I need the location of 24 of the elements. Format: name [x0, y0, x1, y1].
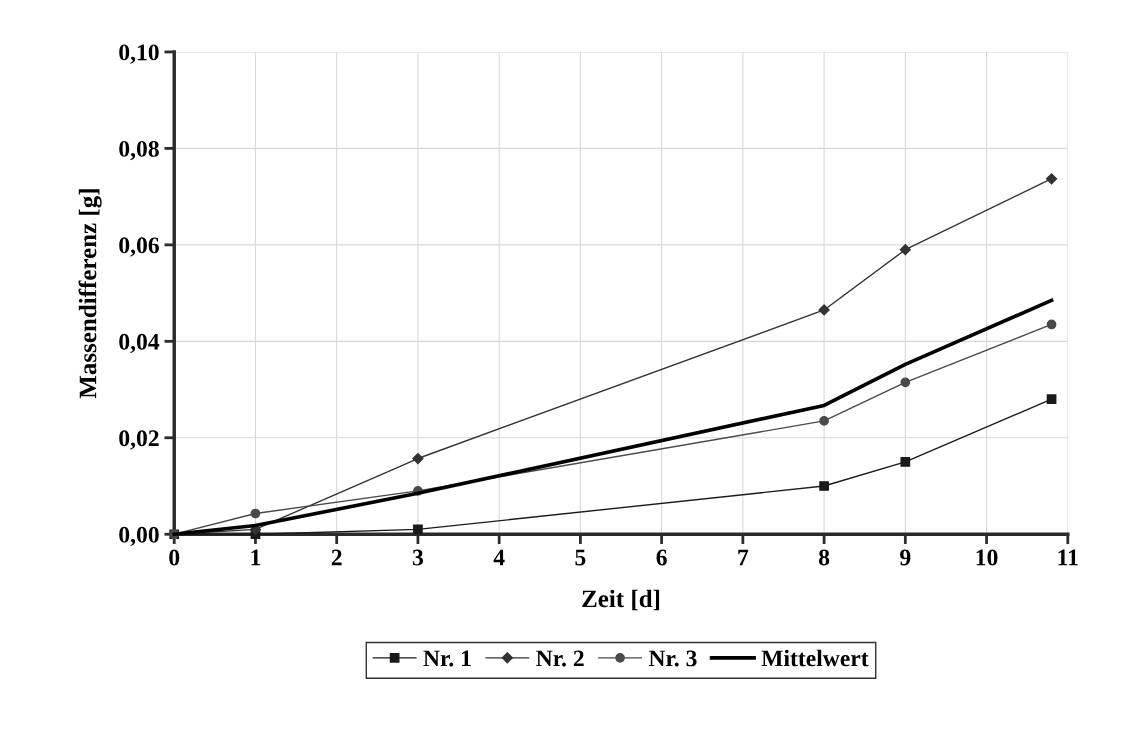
x-tick-label: 2 [331, 549, 342, 566]
y-tick-label: 0,04 [119, 333, 160, 354]
legend-label: Nr. 2 [536, 650, 584, 667]
x-tick-label: 10 [976, 549, 998, 566]
x-tick-label: 4 [493, 549, 505, 566]
x-tick-label: 7 [738, 549, 749, 566]
x-tick-label: 8 [818, 549, 830, 566]
legend-label: Mittelwert [761, 649, 869, 667]
y-axis-title: Massendifferenz [g] [78, 189, 102, 399]
legend-label: Nr. 3 [648, 650, 697, 667]
x-tick-label: 3 [412, 549, 424, 566]
y-tick-label: 0,08 [119, 140, 159, 161]
legend-label: Nr. 1 [423, 650, 471, 667]
x-tick-label: 5 [575, 549, 586, 566]
x-tick-label: 1 [251, 549, 261, 566]
x-tick-label: 11 [1058, 549, 1078, 566]
x-axis-title: Zeit [d] [582, 589, 660, 611]
x-tick-label: 0 [169, 549, 180, 566]
x-tick-label: 6 [656, 549, 667, 566]
y-tick-label: 0,00 [119, 526, 159, 547]
y-tick-label: 0,02 [119, 430, 159, 450]
y-tick-label: 0,06 [119, 237, 159, 257]
x-tick-label: 9 [900, 549, 911, 566]
y-tick-label: 0,10 [119, 44, 159, 64]
